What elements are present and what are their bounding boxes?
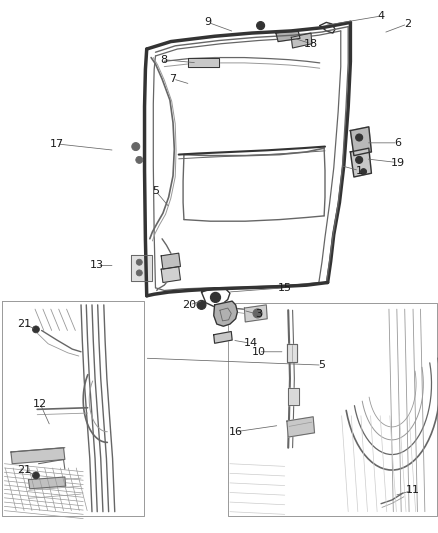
Text: 20: 20 — [182, 300, 196, 310]
Polygon shape — [350, 148, 371, 177]
Text: 15: 15 — [278, 283, 292, 293]
Polygon shape — [28, 477, 66, 489]
Polygon shape — [11, 448, 65, 464]
Text: 9: 9 — [205, 18, 212, 27]
Text: 3: 3 — [255, 310, 262, 319]
Text: 1: 1 — [356, 166, 363, 175]
Text: 6: 6 — [394, 138, 401, 148]
Text: 14: 14 — [244, 338, 258, 348]
Polygon shape — [291, 33, 312, 48]
Circle shape — [199, 303, 204, 307]
Circle shape — [257, 21, 265, 30]
Circle shape — [255, 311, 260, 316]
Text: 21: 21 — [17, 319, 31, 329]
Text: 21: 21 — [17, 465, 31, 475]
Polygon shape — [287, 417, 314, 437]
Text: 4: 4 — [378, 11, 385, 21]
Circle shape — [32, 326, 39, 333]
Text: 13: 13 — [90, 261, 104, 270]
Text: 7: 7 — [170, 74, 177, 84]
Polygon shape — [244, 305, 267, 322]
Text: 8: 8 — [161, 55, 168, 64]
Circle shape — [360, 168, 367, 175]
Polygon shape — [131, 255, 152, 281]
Text: 2: 2 — [404, 19, 411, 29]
Circle shape — [197, 301, 206, 309]
Text: 18: 18 — [304, 39, 318, 49]
Polygon shape — [161, 253, 180, 269]
Text: 16: 16 — [229, 427, 243, 437]
Polygon shape — [288, 388, 299, 405]
Circle shape — [32, 472, 39, 479]
Polygon shape — [214, 301, 237, 326]
Text: 5: 5 — [318, 360, 325, 370]
Circle shape — [132, 142, 140, 151]
Polygon shape — [287, 344, 297, 362]
Circle shape — [211, 293, 220, 302]
Text: 12: 12 — [33, 399, 47, 409]
Circle shape — [136, 270, 142, 276]
Circle shape — [136, 259, 142, 265]
Circle shape — [253, 309, 262, 318]
Circle shape — [213, 295, 218, 300]
Circle shape — [356, 134, 363, 141]
Text: 19: 19 — [391, 158, 405, 167]
Polygon shape — [214, 332, 232, 343]
Text: 17: 17 — [50, 139, 64, 149]
Circle shape — [356, 156, 363, 164]
Text: 5: 5 — [152, 186, 159, 196]
Polygon shape — [188, 58, 219, 67]
Polygon shape — [276, 30, 300, 42]
Circle shape — [136, 156, 143, 164]
Polygon shape — [350, 127, 371, 156]
Text: 11: 11 — [406, 486, 420, 495]
Text: 10: 10 — [251, 347, 265, 357]
Polygon shape — [161, 266, 180, 282]
